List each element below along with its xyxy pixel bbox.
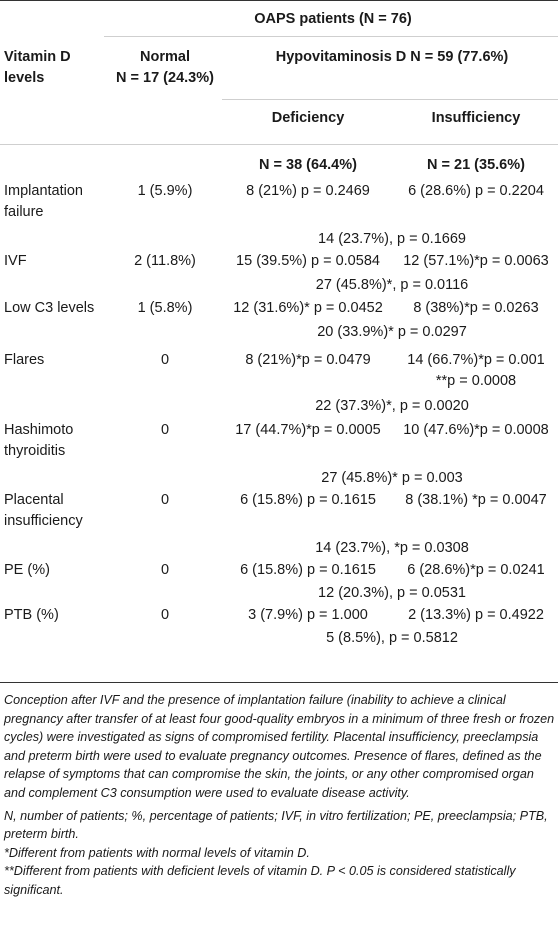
insufficiency-cell: 14 (66.7%)*p = 0.001 [407, 351, 545, 368]
footnote-abbreviations: N, number of patients; %, percentage of … [4, 808, 548, 842]
combined-cell: 27 (45.8%)* p = 0.003 [321, 469, 463, 486]
normal-cell: 0 [160, 421, 170, 438]
combined-row: 14 (23.7%), *p = 0.0308 [0, 532, 558, 560]
table-row: Placental insufficiency 0 6 (15.8%) p = 0… [0, 490, 558, 532]
footnote-definitions: Conception after IVF and the presence of… [4, 693, 555, 800]
normal-header-line1: Normal [140, 49, 190, 65]
deficiency-cell: 15 (39.5%) p = 0.0584 [236, 252, 380, 269]
combined-cell: 5 (8.5%), p = 0.5812 [326, 629, 458, 646]
row-label: thyroiditis [4, 442, 66, 459]
table-row: IVF 2 (11.8%) 15 (39.5%) p = 0.0584 12 (… [0, 251, 558, 272]
oaps-header: OAPS patients (N = 76) [104, 9, 558, 37]
table-row: PTB (%) 0 3 (7.9%) p = 1.000 2 (13.3%) p… [0, 605, 558, 626]
row-label: PTB (%) [4, 606, 59, 623]
row-label: Low C3 levels [4, 299, 95, 316]
insufficiency-header: Insufficiency [431, 110, 521, 126]
normal-cell: 0 [160, 491, 170, 508]
normal-header-line2: N = 17 (24.3%) [116, 70, 214, 86]
insufficiency-n: N = 21 (35.6%) [427, 156, 525, 173]
insufficiency-cell: 12 (57.1%)*p = 0.0063 [403, 252, 549, 269]
table-footnotes: Conception after IVF and the presence of… [0, 691, 556, 900]
hypo-header: Hypovitaminosis D N = 59 (77.6%) [222, 36, 558, 100]
combined-cell: 14 (23.7%), *p = 0.0308 [315, 539, 469, 556]
normal-cell: 2 (11.8%) [134, 252, 196, 269]
combined-cell: 14 (23.7%), p = 0.1669 [318, 230, 466, 247]
row-label: IVF [4, 252, 27, 269]
row-label: Flares [4, 351, 45, 368]
combined-row: 14 (23.7%), p = 0.1669 [0, 223, 558, 251]
insufficiency-cell: 10 (47.6%)*p = 0.0008 [403, 421, 549, 438]
combined-row: 27 (45.8%)*, p = 0.0116 [0, 272, 558, 298]
insufficiency-cell: 6 (28.6%)*p = 0.0241 [407, 561, 545, 578]
table-row: PE (%) 0 6 (15.8%) p = 0.1615 6 (28.6%)*… [0, 560, 558, 581]
table-row: Hashimoto thyroiditis 0 17 (44.7%)*p = 0.… [0, 420, 558, 462]
combined-cell: 27 (45.8%)*, p = 0.0116 [315, 276, 469, 293]
deficiency-cell: 6 (15.8%) p = 0.1615 [240, 561, 376, 578]
row-label: PE (%) [4, 561, 50, 578]
combined-row: 20 (33.9%)* p = 0.0297 [0, 319, 558, 350]
table-row: Flares 0 8 (21%)*p = 0.0479 14 (66.7%)*p… [0, 350, 558, 392]
insufficiency-cell: 8 (38%)*p = 0.0263 [413, 299, 539, 316]
vitamin-d-table: OAPS patients (N = 76) Vitamin D levels … [0, 0, 558, 650]
row-label: Implantation [4, 182, 83, 199]
row-label: failure [4, 203, 44, 220]
combined-cell: 20 (33.9%)* p = 0.0297 [317, 323, 467, 340]
insufficiency-cell: 6 (28.6%) p = 0.2204 [408, 182, 544, 199]
normal-cell: 1 (5.8%) [137, 299, 193, 316]
combined-row: 5 (8.5%), p = 0.5812 [0, 626, 558, 650]
normal-cell: 0 [160, 561, 170, 578]
header-row-2: Vitamin D levels Normal N = 17 (24.3%) H… [0, 36, 558, 100]
insufficiency-cell-extra: **p = 0.0008 [435, 372, 517, 389]
combined-cell: 22 (37.3%)*, p = 0.0020 [315, 397, 469, 414]
deficiency-cell: 17 (44.7%)*p = 0.0005 [235, 421, 381, 438]
combined-cell: 12 (20.3%), p = 0.0531 [318, 584, 466, 601]
deficiency-header: Deficiency [271, 110, 345, 126]
vitamin-d-header-line1: Vitamin D [4, 48, 71, 65]
row-label: insufficiency [4, 512, 83, 529]
insufficiency-cell: 8 (38.1%) *p = 0.0047 [405, 491, 547, 508]
row-label: Hashimoto [4, 421, 74, 438]
header-row-1 [0, 0, 558, 10]
deficiency-cell: 3 (7.9%) p = 1.000 [248, 606, 368, 623]
insufficiency-cell: 2 (13.3%) p = 0.4922 [408, 606, 544, 623]
vitamin-d-header-line2: levels [4, 69, 45, 86]
deficiency-cell: 6 (15.8%) p = 0.1615 [240, 491, 376, 508]
deficiency-cell: 12 (31.6%)* p = 0.0452 [233, 299, 383, 316]
deficiency-cell: 8 (21%)*p = 0.0479 [245, 351, 371, 368]
table-bottom-rule [0, 682, 558, 683]
header-row-3: Deficiency Insufficiency [0, 100, 558, 145]
table-row: Implantation failure 1 (5.9%) 8 (21%) p =… [0, 181, 558, 223]
combined-row: 22 (37.3%)*, p = 0.0020 [0, 392, 558, 420]
row-label: Placental [4, 491, 64, 508]
footnote-double-asterisk: **Different from patients with deficient… [4, 864, 516, 897]
table-row: Low C3 levels 1 (5.8%) 12 (31.6%)* p = 0… [0, 298, 558, 319]
normal-cell: 0 [160, 606, 170, 623]
deficiency-n: N = 38 (64.4%) [259, 156, 357, 173]
normal-cell: 0 [160, 351, 170, 368]
header-row-4: N = 38 (64.4%) N = 21 (35.6%) [0, 144, 558, 181]
deficiency-cell: 8 (21%) p = 0.2469 [246, 182, 370, 199]
normal-cell: 1 (5.9%) [137, 182, 193, 199]
header-row-oaps: OAPS patients (N = 76) [0, 9, 558, 37]
combined-row: 12 (20.3%), p = 0.0531 [0, 581, 558, 605]
combined-row: 27 (45.8%)* p = 0.003 [0, 462, 558, 490]
footnote-single-asterisk: *Different from patients with normal lev… [4, 845, 310, 860]
